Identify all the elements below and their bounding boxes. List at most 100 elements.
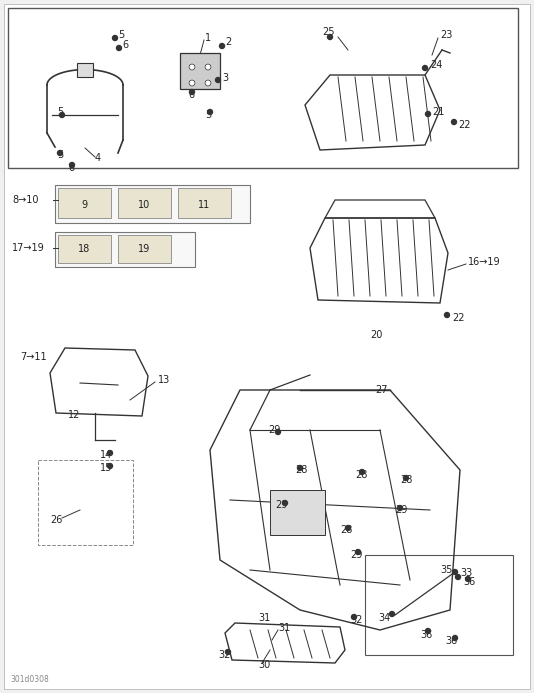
Circle shape bbox=[422, 66, 428, 71]
Text: 12: 12 bbox=[68, 410, 81, 420]
Circle shape bbox=[107, 450, 113, 455]
Text: 1: 1 bbox=[205, 33, 211, 43]
Bar bbox=[77, 63, 93, 77]
Circle shape bbox=[389, 611, 395, 617]
Circle shape bbox=[69, 162, 75, 168]
Text: 30: 30 bbox=[258, 660, 270, 670]
Text: 32: 32 bbox=[218, 650, 230, 660]
Bar bbox=[270, 490, 325, 535]
Circle shape bbox=[297, 466, 302, 471]
Text: 26: 26 bbox=[50, 515, 62, 525]
Circle shape bbox=[404, 475, 409, 480]
Text: 301d0308: 301d0308 bbox=[10, 676, 49, 685]
Text: 29: 29 bbox=[268, 425, 280, 435]
Bar bbox=[55, 185, 250, 223]
Circle shape bbox=[208, 109, 213, 114]
Bar bbox=[55, 232, 195, 267]
Text: 36: 36 bbox=[445, 636, 457, 646]
Text: 11: 11 bbox=[198, 200, 210, 210]
Text: 28: 28 bbox=[400, 475, 412, 485]
Circle shape bbox=[327, 35, 333, 40]
Circle shape bbox=[276, 430, 280, 435]
Text: 5: 5 bbox=[57, 107, 63, 117]
Circle shape bbox=[359, 469, 365, 475]
Text: 5: 5 bbox=[205, 110, 211, 120]
Text: 9: 9 bbox=[81, 200, 87, 210]
FancyBboxPatch shape bbox=[4, 4, 530, 689]
Text: 35: 35 bbox=[440, 565, 452, 575]
Text: 18: 18 bbox=[78, 244, 90, 254]
Text: 33: 33 bbox=[460, 568, 472, 578]
Bar bbox=[118, 188, 171, 218]
Text: 28: 28 bbox=[295, 465, 308, 475]
Text: 3: 3 bbox=[222, 73, 228, 83]
Text: 22: 22 bbox=[452, 313, 465, 323]
Bar bbox=[38, 460, 133, 545]
Text: 29: 29 bbox=[395, 505, 407, 515]
Text: 22: 22 bbox=[458, 120, 470, 130]
Circle shape bbox=[345, 525, 350, 531]
Bar bbox=[365, 555, 513, 655]
Text: 31: 31 bbox=[278, 623, 290, 633]
Text: 29: 29 bbox=[350, 550, 363, 560]
Text: 31: 31 bbox=[258, 613, 270, 623]
Text: 32: 32 bbox=[350, 615, 363, 625]
Text: 19: 19 bbox=[138, 244, 150, 254]
Text: 14: 14 bbox=[100, 450, 112, 460]
Text: 7→11: 7→11 bbox=[20, 352, 46, 362]
Text: 5: 5 bbox=[57, 150, 63, 160]
Bar bbox=[178, 188, 231, 218]
Text: 25: 25 bbox=[322, 27, 334, 37]
Circle shape bbox=[189, 80, 195, 86]
Text: 10: 10 bbox=[138, 200, 150, 210]
Text: 28: 28 bbox=[355, 470, 367, 480]
Circle shape bbox=[225, 649, 231, 654]
Text: 28: 28 bbox=[340, 525, 352, 535]
Circle shape bbox=[452, 570, 458, 574]
Text: 5: 5 bbox=[118, 30, 124, 40]
Circle shape bbox=[466, 577, 470, 581]
Bar bbox=[118, 235, 171, 263]
Text: 34: 34 bbox=[378, 613, 390, 623]
Text: 13: 13 bbox=[158, 375, 170, 385]
Circle shape bbox=[107, 464, 113, 468]
Circle shape bbox=[426, 629, 430, 633]
Circle shape bbox=[282, 500, 287, 505]
Circle shape bbox=[59, 112, 65, 118]
Text: 20: 20 bbox=[370, 330, 382, 340]
Text: 29: 29 bbox=[275, 500, 287, 510]
Text: 8→10: 8→10 bbox=[12, 195, 38, 205]
Text: 6: 6 bbox=[68, 163, 74, 173]
Circle shape bbox=[456, 574, 460, 579]
Circle shape bbox=[397, 505, 403, 511]
Text: 15: 15 bbox=[100, 463, 112, 473]
Text: 36: 36 bbox=[420, 630, 432, 640]
Circle shape bbox=[58, 150, 62, 155]
Circle shape bbox=[351, 615, 357, 620]
Text: 24: 24 bbox=[430, 60, 442, 70]
Circle shape bbox=[205, 80, 211, 86]
Circle shape bbox=[426, 112, 430, 116]
Circle shape bbox=[205, 64, 211, 70]
Text: 4: 4 bbox=[95, 153, 101, 163]
Text: 23: 23 bbox=[440, 30, 452, 40]
Circle shape bbox=[216, 78, 221, 82]
Bar bbox=[8, 8, 518, 168]
Bar bbox=[58, 188, 111, 218]
Circle shape bbox=[444, 313, 450, 317]
Text: 17→19: 17→19 bbox=[12, 243, 45, 253]
Text: 21: 21 bbox=[432, 107, 444, 117]
Circle shape bbox=[452, 119, 457, 125]
Text: 16→19: 16→19 bbox=[468, 257, 501, 267]
Circle shape bbox=[116, 46, 122, 51]
Text: 27: 27 bbox=[375, 385, 388, 395]
Text: 6: 6 bbox=[122, 40, 128, 50]
Circle shape bbox=[219, 44, 224, 49]
Circle shape bbox=[452, 635, 458, 640]
Circle shape bbox=[190, 89, 194, 94]
Text: 6: 6 bbox=[188, 90, 194, 100]
Circle shape bbox=[113, 35, 117, 40]
Circle shape bbox=[189, 64, 195, 70]
Bar bbox=[180, 53, 220, 89]
Text: 36: 36 bbox=[463, 577, 475, 587]
